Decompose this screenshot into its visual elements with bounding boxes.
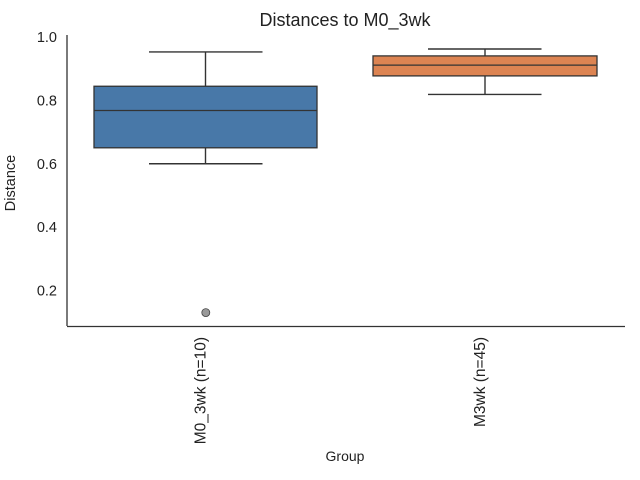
svg-text:0.8: 0.8	[37, 93, 57, 109]
svg-text:M0_3wk (n=10): M0_3wk (n=10)	[193, 337, 210, 444]
svg-text:0.4: 0.4	[37, 220, 57, 236]
svg-text:0.2: 0.2	[37, 284, 57, 300]
svg-text:M3wk (n=45): M3wk (n=45)	[472, 337, 489, 427]
svg-text:Distance: Distance	[3, 155, 19, 211]
svg-text:0.6: 0.6	[37, 157, 57, 173]
svg-text:Group: Group	[326, 448, 365, 464]
svg-text:Distances to M0_3wk: Distances to M0_3wk	[259, 10, 431, 31]
svg-text:1.0: 1.0	[37, 30, 57, 46]
